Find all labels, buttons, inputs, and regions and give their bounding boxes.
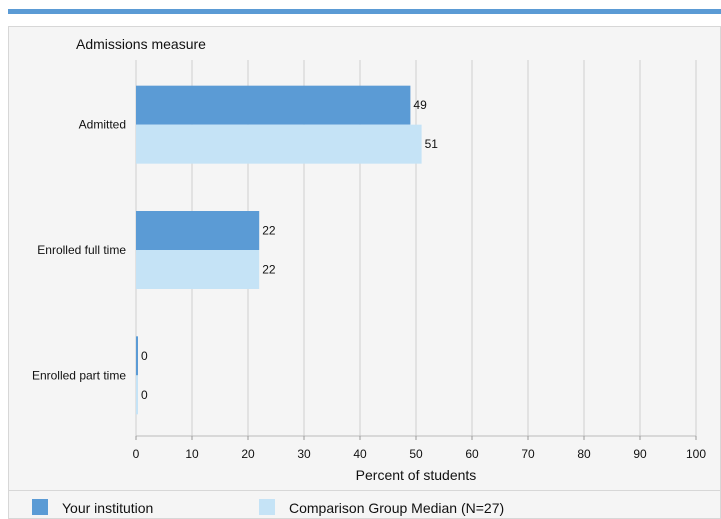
tick-label-30: 30 bbox=[297, 447, 311, 461]
legend-label: Your institution bbox=[62, 500, 153, 516]
category-label: Enrolled part time bbox=[32, 368, 126, 382]
data-label: 0 bbox=[141, 349, 148, 363]
data-label: 0 bbox=[141, 388, 148, 402]
legend: Your institution Comparison Group Median … bbox=[32, 499, 504, 516]
tick-label-50: 50 bbox=[409, 447, 423, 461]
tick-label-100: 100 bbox=[686, 447, 706, 461]
legend-swatch bbox=[32, 499, 48, 515]
bar-institution bbox=[136, 85, 411, 125]
x-axis-ticks: 0 10 20 30 40 50 60 70 80 90 100 bbox=[133, 436, 706, 461]
category-label: Enrolled full time bbox=[37, 243, 126, 257]
bar-institution bbox=[136, 336, 138, 376]
bar-institution bbox=[136, 211, 260, 250]
tick-label-20: 20 bbox=[241, 447, 255, 461]
bars: 49 51 22 22 0 0 bbox=[136, 85, 439, 415]
category-label: Admitted bbox=[79, 118, 126, 132]
data-label: 22 bbox=[262, 224, 276, 238]
category-labels: Admitted Enrolled full time Enrolled part … bbox=[32, 118, 126, 383]
data-label: 49 bbox=[413, 98, 427, 112]
tick-label-0: 0 bbox=[133, 447, 140, 461]
legend-label: Comparison Group Median (N=27) bbox=[289, 500, 504, 516]
data-label: 22 bbox=[262, 263, 276, 277]
top-accent-rule bbox=[8, 9, 721, 14]
legend-panel bbox=[8, 491, 721, 519]
tick-label-10: 10 bbox=[185, 447, 199, 461]
data-label: 51 bbox=[425, 137, 439, 151]
bar-comparison bbox=[136, 124, 422, 164]
y-axis-title: Admissions measure bbox=[76, 36, 206, 52]
legend-swatch bbox=[259, 499, 275, 515]
tick-label-40: 40 bbox=[353, 447, 367, 461]
tick-label-60: 60 bbox=[465, 447, 479, 461]
tick-label-70: 70 bbox=[521, 447, 535, 461]
bar-comparison bbox=[136, 250, 260, 289]
tick-label-90: 90 bbox=[633, 447, 647, 461]
bar-comparison bbox=[136, 375, 138, 415]
x-axis-title: Percent of students bbox=[356, 467, 477, 483]
tick-label-80: 80 bbox=[577, 447, 591, 461]
